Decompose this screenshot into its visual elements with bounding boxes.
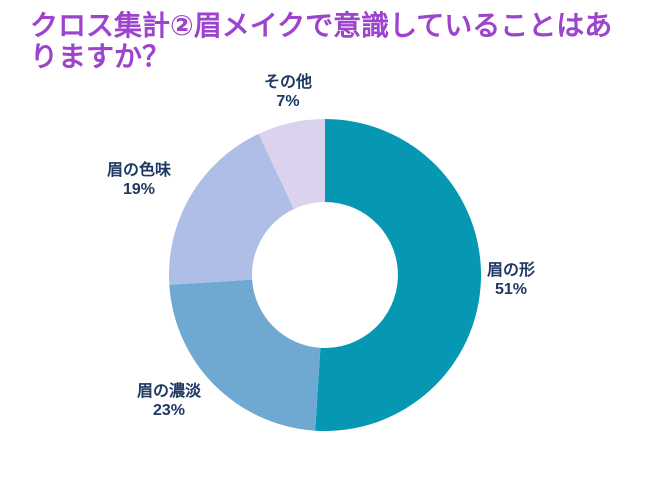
chart-title: クロス集計②眉メイクで意識していることはありますか？ [30, 10, 613, 72]
slice-percent-text: 7% [276, 93, 300, 110]
pie-slice-3 [258, 119, 325, 209]
pie-slice-2 [169, 133, 294, 285]
slice-category-text: 眉の濃淡 [136, 383, 202, 400]
pie-slice-1 [169, 279, 321, 431]
slice-percent-text: 51% [494, 281, 528, 298]
slice-percent-text: 23% [152, 402, 186, 419]
slice-category-text: その他 [263, 74, 313, 91]
slice-percent-text: 19% [122, 181, 156, 198]
slice-category-text: 眉の形 [486, 262, 536, 279]
slice-category-text: 眉の色味 [106, 162, 172, 179]
slice-label-mayu-no-noutan: 眉の濃淡 23% [137, 382, 201, 420]
pie-slice-0 [315, 118, 482, 431]
slice-label-mayu-no-katachi: 眉の形 51% [487, 261, 535, 299]
slice-label-mayu-no-iromi: 眉の色味 19% [107, 161, 171, 199]
slice-label-sonota: その他 7% [264, 73, 312, 111]
